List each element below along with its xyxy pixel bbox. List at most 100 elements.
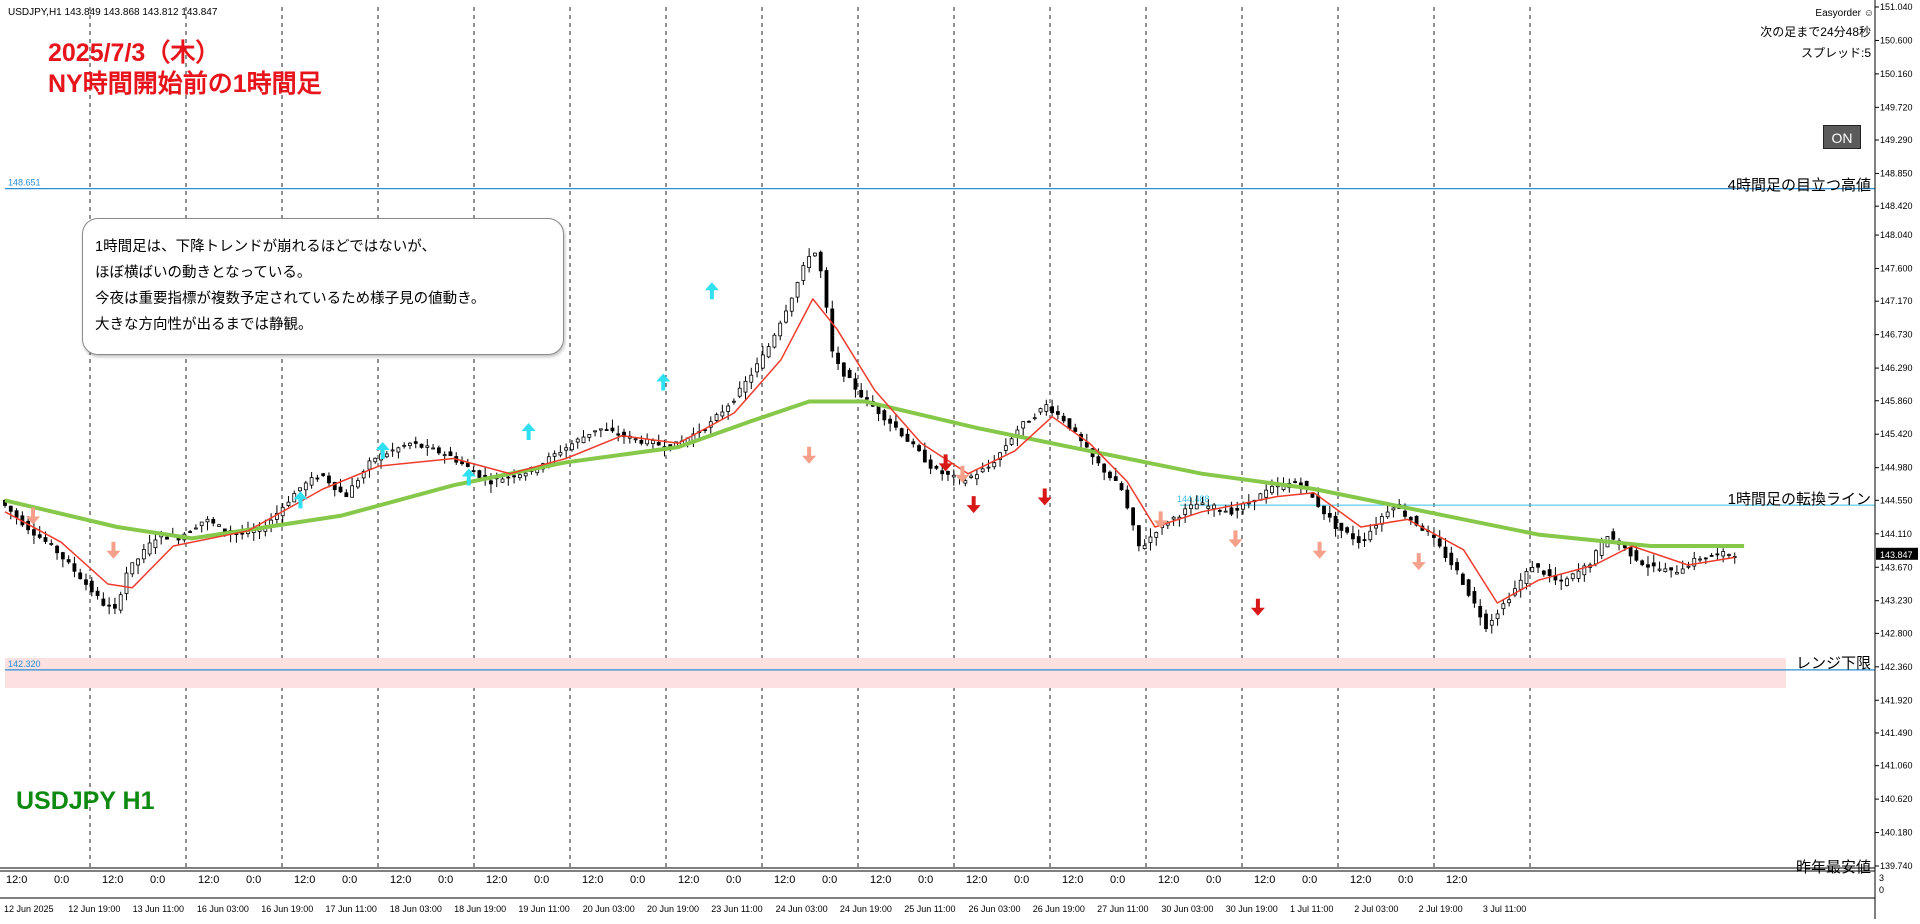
candle-body: [436, 447, 441, 454]
candle-body: [1200, 502, 1205, 505]
spread-readout: スプレッド:5: [1800, 46, 1871, 60]
date-tick-label: 2 Jul 19:00: [1419, 904, 1463, 914]
candle-body: [1565, 578, 1569, 586]
candle-body: [934, 465, 939, 469]
candle-body: [1484, 613, 1488, 630]
level-label-last-year-low: 昨年最安値: [1795, 859, 1871, 876]
candle-body: [743, 380, 748, 393]
date-tick-label: 27 Jun 11:00: [1097, 904, 1148, 914]
candle-body: [1628, 547, 1633, 557]
candle-body: [1669, 567, 1674, 571]
candle-body: [720, 411, 725, 417]
candle-body: [1038, 408, 1043, 413]
candle-body: [1507, 599, 1512, 604]
date-tick-label: 20 Jun 19:00: [647, 904, 699, 914]
candle-body: [732, 400, 736, 403]
candle-body: [1582, 565, 1587, 576]
candle-body: [1391, 507, 1396, 511]
candle-body: [1559, 579, 1564, 582]
candle-body: [714, 414, 719, 421]
price-tick-label: 143.230: [1880, 596, 1913, 606]
time-tick-label: 12:0: [294, 874, 315, 886]
price-tick-label: 150.600: [1880, 35, 1913, 45]
time-tick-label: 0:0: [630, 874, 645, 886]
time-tick-label: 12:0: [678, 874, 699, 886]
candle-body: [1634, 550, 1639, 561]
moving-averages: [4, 298, 1745, 604]
candle-body: [1594, 550, 1598, 565]
price-tick-label: 142.800: [1880, 628, 1913, 638]
date-tick-label: 24 Jun 19:00: [840, 904, 892, 914]
level-label-4h-high: 4時間足の目立つ高値: [1727, 177, 1871, 194]
candle-body: [656, 441, 661, 446]
candle-body: [1680, 568, 1685, 574]
candle-body: [1067, 418, 1072, 430]
candle-body: [1333, 515, 1338, 529]
candle-body: [859, 389, 864, 398]
candle-body: [471, 470, 476, 472]
candle-body: [616, 433, 621, 436]
candle-body: [1241, 503, 1245, 510]
candle-body: [1466, 579, 1471, 596]
candle-body: [1547, 569, 1552, 576]
headline-subtitle: NY時間開始前の1時間足: [48, 70, 322, 98]
candle-body: [84, 579, 88, 585]
candle-body: [1495, 613, 1500, 620]
buy-signal-arrow: [704, 282, 719, 300]
candle-body: [1206, 505, 1211, 509]
slow-moving-average: [4, 399, 1745, 548]
candle-body: [338, 486, 343, 493]
candle-body: [49, 543, 54, 545]
candle-body: [396, 447, 401, 453]
candle-body: [830, 308, 835, 352]
candle-body: [390, 449, 395, 452]
date-tick-label: 12 Jun 2025: [4, 904, 54, 914]
date-tick-label: 26 Jun 03:00: [969, 904, 1021, 914]
price-tick-label: 144.980: [1880, 463, 1913, 473]
candle-body: [969, 475, 974, 478]
time-tick-label: 12:0: [582, 874, 603, 886]
price-tick-label: 146.290: [1880, 363, 1913, 373]
date-tick-label: 16 Jun 19:00: [261, 904, 313, 914]
candle-body: [37, 534, 42, 538]
candle-body: [992, 462, 997, 468]
time-tick-label: 0:0: [150, 874, 165, 886]
candle-body: [460, 461, 464, 465]
candle-body: [813, 252, 817, 257]
candle-body: [1061, 415, 1066, 422]
candle-body: [32, 529, 36, 536]
sell-signal-arrow: [1312, 541, 1327, 559]
candle-body: [1212, 504, 1216, 509]
candle-body: [1646, 564, 1650, 568]
candle-body: [1686, 565, 1691, 568]
candle-body: [558, 451, 563, 456]
on-toggle-button[interactable]: ON: [1823, 125, 1861, 149]
headline-date: 2025/7/3（木）: [48, 39, 221, 67]
date-tick-label: 19 Jun 11:00: [518, 904, 569, 914]
candle-body: [1108, 471, 1112, 479]
candle-body: [43, 537, 48, 542]
candle-body: [408, 442, 412, 447]
candle-body: [1715, 553, 1720, 556]
candle-body: [89, 580, 94, 593]
candle-body: [517, 474, 522, 479]
level-label-range-bottom: レンジ下限: [1795, 655, 1871, 672]
candle-body: [1096, 456, 1101, 464]
candle-body: [1223, 510, 1228, 513]
buy-signal-arrow: [375, 441, 390, 459]
candle-body: [1692, 557, 1697, 567]
candle-body: [1217, 510, 1222, 512]
symbol-watermark: USDJPY H1: [16, 787, 155, 815]
candle-body: [818, 251, 823, 272]
time-tick-label: 12:0: [198, 874, 219, 886]
candle-body: [217, 524, 221, 527]
candle-body: [894, 421, 898, 428]
subwindow-scale-min: 0: [1879, 885, 1884, 895]
price-tick-label: 150.160: [1880, 69, 1913, 79]
candle-body: [1570, 573, 1575, 579]
candle-body: [1125, 489, 1130, 509]
candle-body: [1136, 525, 1141, 547]
candle-body: [1408, 516, 1413, 521]
